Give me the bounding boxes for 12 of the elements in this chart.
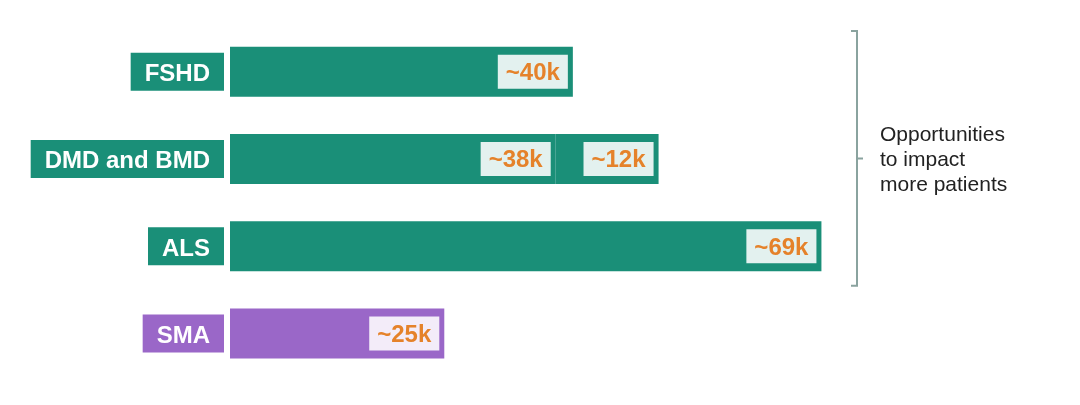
y-tick-label: SMA (156, 320, 210, 348)
y-tick-label: ALS (162, 233, 210, 261)
data-label: ~38k (488, 145, 544, 173)
text: Opportunities to impact more patients (880, 121, 1009, 197)
data-label: ~25k (377, 319, 432, 347)
data-label: ~69k (754, 232, 810, 260)
y-tick-label: DMD and BMD (44, 146, 210, 174)
bar (230, 221, 822, 272)
data-label: ~40k (505, 58, 561, 86)
data-label: ~12k (591, 145, 647, 173)
bar (230, 46, 573, 97)
y-tick-label: FSHD (144, 59, 210, 87)
